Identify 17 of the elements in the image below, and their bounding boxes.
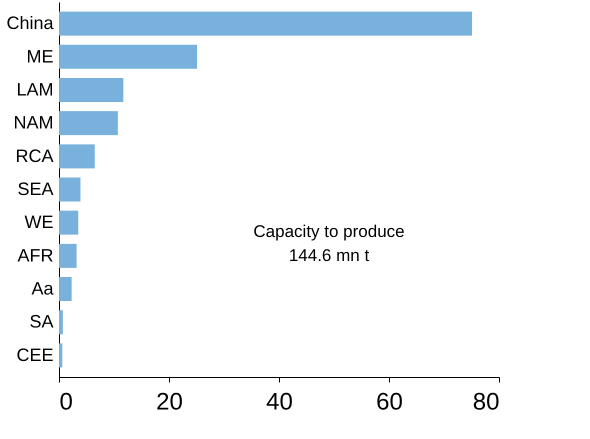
- y-tick-label: AFR: [18, 245, 54, 266]
- annotation: Capacity to produce 144.6 mn t: [253, 222, 405, 265]
- y-tick-label: WE: [24, 212, 54, 232]
- x-tick-label: 0: [60, 388, 73, 416]
- y-tick-label: LAM: [16, 79, 54, 100]
- x-tick-label: 80: [472, 388, 500, 416]
- y-tick-label: ME: [26, 46, 54, 66]
- y-tick-label: SEA: [17, 179, 54, 199]
- y-tick-label: RCA: [15, 146, 54, 166]
- x-tick-label: 40: [266, 388, 293, 416]
- y-tick-label: CEE: [16, 344, 54, 365]
- y-tick-label: Aa: [31, 278, 54, 299]
- x-tick-label: 20: [156, 388, 183, 416]
- y-tick-label: NAM: [14, 112, 54, 133]
- y-tick-label: China: [6, 13, 54, 34]
- y-tick-label: SA: [29, 312, 54, 332]
- x-tick-label: 60: [376, 388, 403, 416]
